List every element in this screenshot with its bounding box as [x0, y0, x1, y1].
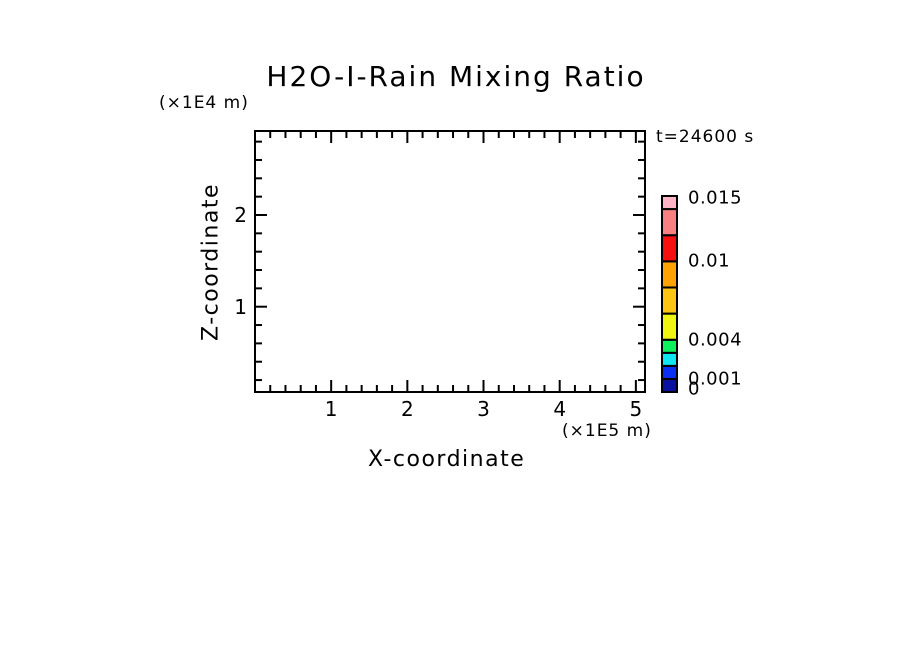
colorbar-segment	[661, 195, 678, 211]
x-tick-label: 1	[324, 397, 338, 421]
colorbar-segment	[661, 377, 678, 393]
x-tick-label: 2	[400, 397, 414, 421]
chart-title: H2O-I-Rain Mixing Ratio	[266, 60, 646, 93]
x-tick-label: 5	[629, 397, 643, 421]
colorbar-tick-label: 0.001	[688, 368, 743, 390]
colorbar-segment	[661, 208, 678, 237]
time-annotation: t=24600 s	[656, 127, 755, 147]
y-axis-label: Z-coordinate	[198, 183, 224, 341]
plot-frame	[254, 130, 646, 393]
colorbar-tick-label: 0.004	[688, 329, 743, 351]
colorbar-segment	[661, 286, 678, 315]
colorbar-tick-label: 0.01	[688, 250, 731, 272]
x-tick-label: 3	[477, 397, 490, 421]
colorbar-segment	[661, 234, 678, 263]
colorbar-segment	[661, 312, 678, 341]
colorbar-tick-label: 0	[688, 378, 700, 400]
colorbar-segment	[661, 351, 678, 367]
colorbar-segment	[661, 364, 678, 380]
x-axis-label: X-coordinate	[368, 447, 526, 472]
x-tick-label: 4	[553, 397, 567, 421]
x-axis-unit-label: (×1E5 m)	[562, 421, 652, 441]
colorbar-tick-label: 0.015	[688, 187, 743, 209]
colorbar-segment	[661, 338, 678, 354]
colorbar-segment	[661, 260, 678, 289]
y-axis-unit-label: (×1E4 m)	[159, 93, 249, 113]
y-tick-label: 1	[234, 294, 247, 319]
y-tick-label: 2	[234, 203, 247, 227]
